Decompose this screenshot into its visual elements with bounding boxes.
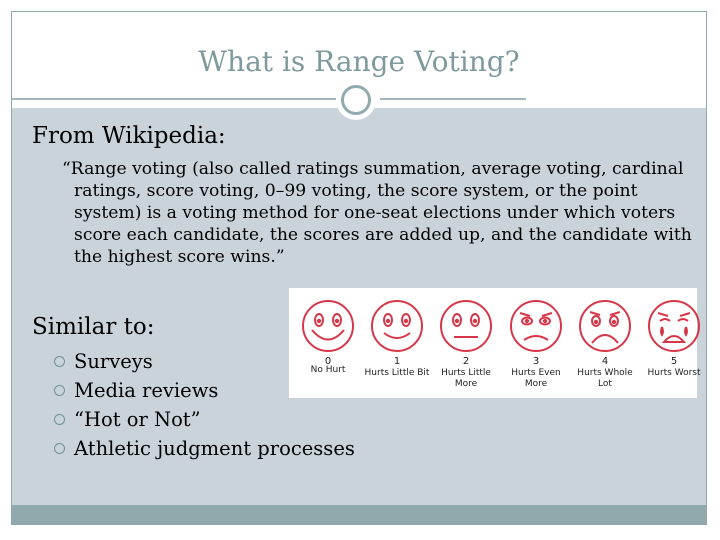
face-number: 1: [393, 356, 401, 367]
similar-list: Surveys Media reviews “Hot or Not” Athle…: [34, 347, 355, 463]
face-number: 4: [601, 356, 609, 367]
section-heading-wikipedia: From Wikipedia:: [32, 123, 226, 149]
bullet-circle-icon: [54, 385, 65, 396]
title-divider-right: [380, 98, 526, 100]
wikipedia-quote: “Range voting (also called ratings summa…: [62, 159, 692, 267]
face-number: 5: [670, 356, 678, 367]
face-number: 0: [324, 356, 332, 367]
list-item-label: Athletic judgment processes: [74, 437, 355, 460]
sad-face-icon: [510, 300, 562, 352]
face-label: Hurts Little Bit: [364, 368, 430, 378]
smile-face-icon: [371, 300, 423, 352]
face-label: Hurts Little More: [441, 368, 491, 389]
bullet-circle-icon: [54, 414, 65, 425]
pain-face-4: 4 Hurts Whole Lot: [570, 297, 640, 397]
neutral-face-icon: [440, 300, 492, 352]
face-label: Hurts Even More: [511, 368, 561, 389]
list-item-label: Surveys: [74, 350, 153, 373]
face-label: Hurts Whole Lot: [577, 368, 633, 389]
pain-face-5: 5 Hurts Worst: [639, 297, 709, 397]
list-item: “Hot or Not”: [34, 405, 355, 434]
bullet-circle-icon: [54, 356, 65, 367]
face-label: Hurts Worst: [647, 368, 701, 378]
circle-ornament-icon: [336, 80, 376, 120]
list-item: Surveys: [34, 347, 355, 376]
list-item: Athletic judgment processes: [34, 434, 355, 463]
face-label: No Hurt: [310, 365, 346, 375]
pain-scale-image: 0 No Hurt 1 Hurts Little Bit: [289, 288, 701, 398]
pain-face-2: 2 Hurts Little More: [431, 297, 501, 397]
pain-face-0: 0 No Hurt: [293, 297, 363, 397]
page-title: What is Range Voting?: [198, 45, 520, 78]
frown-face-icon: [579, 300, 631, 352]
face-number: 2: [462, 356, 470, 367]
section-heading-similar: Similar to:: [32, 314, 155, 340]
pain-face-3: 3 Hurts Even More: [501, 297, 571, 397]
happy-face-icon: [302, 300, 354, 352]
crying-face-icon: [648, 300, 700, 352]
ring-icon: [341, 85, 371, 115]
footer-bar: [12, 505, 706, 524]
pain-face-1: 1 Hurts Little Bit: [362, 297, 432, 397]
list-item-label: “Hot or Not”: [74, 408, 201, 431]
title-divider-left: [12, 98, 342, 100]
list-item-label: Media reviews: [74, 379, 219, 402]
bullet-circle-icon: [54, 443, 65, 454]
slide-frame: What is Range Voting? From Wikipedia: “R…: [11, 11, 707, 525]
face-number: 3: [532, 356, 540, 367]
list-item: Media reviews: [34, 376, 355, 405]
